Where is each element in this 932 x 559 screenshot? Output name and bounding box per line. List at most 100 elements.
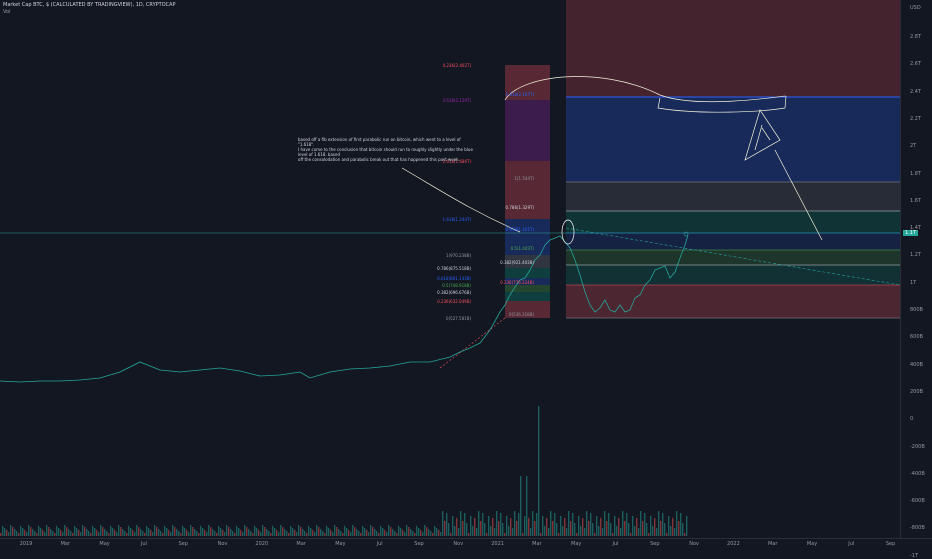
volume-bar <box>514 511 516 536</box>
volume-bar <box>250 531 252 536</box>
volume-bar <box>112 528 114 536</box>
trend-line[interactable] <box>439 317 506 369</box>
volume-bars <box>0 406 688 536</box>
volume-bar <box>656 528 658 536</box>
volume-bar <box>642 521 644 536</box>
price-tick-label: -600B <box>910 498 925 505</box>
volume-bar <box>294 530 296 536</box>
volume-bar <box>258 530 260 536</box>
volume-bar <box>636 518 638 536</box>
volume-bar <box>398 526 400 536</box>
fib-level-label: 0.618(1.161T) <box>505 227 534 232</box>
volume-bar <box>686 516 688 536</box>
volume-bar <box>70 531 72 536</box>
price-tick-label: 0 <box>910 416 914 423</box>
volume-bar <box>158 529 160 536</box>
volume-bar <box>602 528 604 536</box>
volume-bar <box>148 528 150 536</box>
price-tick-label: 1.4T <box>910 225 922 232</box>
volume-bar <box>596 516 598 536</box>
volume-bar <box>416 526 418 536</box>
volume-bar <box>680 513 682 536</box>
volume-bar <box>222 530 224 536</box>
price-tick-label: 2T <box>910 143 917 150</box>
volume-bar <box>42 530 44 536</box>
volume-bar <box>654 518 656 536</box>
volume-bar <box>12 527 14 536</box>
volume-bar <box>502 523 504 536</box>
volume-bar <box>456 518 458 536</box>
volume-bar <box>626 513 628 536</box>
volume-bar <box>568 511 570 536</box>
price-tick-label: -200B <box>910 443 925 450</box>
left-fib-extension[interactable] <box>505 65 550 318</box>
volume-bar <box>182 526 184 536</box>
volume-bar <box>430 531 432 536</box>
volume-bar <box>78 530 80 536</box>
volume-bar <box>210 527 212 536</box>
volume-bar <box>298 525 300 536</box>
currency-label[interactable]: USD <box>910 5 921 11</box>
volume-bar <box>550 511 552 536</box>
volume-bar <box>106 531 108 536</box>
volume-bar <box>600 518 602 536</box>
volume-bar <box>178 531 180 536</box>
volume-bar <box>614 516 616 536</box>
volume-bar <box>442 511 444 536</box>
volume-bar <box>352 525 354 536</box>
volume-bar <box>674 528 676 536</box>
fib-zone-teal <box>505 268 550 278</box>
volume-bar <box>214 531 216 536</box>
volume-bar <box>156 527 158 536</box>
volume-bar <box>100 525 102 536</box>
time-tick-label: Sep <box>414 541 424 547</box>
chart-pane[interactable]: Market Cap BTC, $ (CALCULATED BY TRADING… <box>0 0 900 538</box>
volume-bar <box>168 530 170 536</box>
time-tick-label: Nov <box>217 541 228 547</box>
fib-level-label: 1.618(2.167T) <box>505 92 534 97</box>
volume-bar <box>34 531 36 536</box>
volume-bar <box>646 523 648 536</box>
time-tick-label: Mar <box>532 541 542 547</box>
volume-bar <box>458 528 460 536</box>
volume-bar <box>500 513 502 536</box>
volume-bar <box>150 530 152 536</box>
time-tick-label: Jul <box>848 541 855 547</box>
freehand-bracket[interactable] <box>657 95 787 113</box>
highlight-circle[interactable] <box>561 219 575 245</box>
fib-level-label: 1(970.238B) <box>446 253 471 258</box>
text-annotation[interactable]: based off a fib extension of first parab… <box>298 137 473 162</box>
volume-bar <box>196 531 198 536</box>
volume-bar <box>226 525 228 536</box>
price-tick-label: 2.4T <box>910 88 922 95</box>
fib-zone-grey <box>566 182 900 211</box>
symbol-legend[interactable]: Market Cap BTC, $ (CALCULATED BY TRADING… <box>3 2 176 8</box>
fib-level-label: 0(536.318B) <box>509 312 534 317</box>
freehand-arc[interactable] <box>504 76 786 103</box>
volume-bar <box>278 532 280 536</box>
fib-zone-green <box>505 285 550 292</box>
volume-legend[interactable]: Vol <box>3 9 11 15</box>
time-tick-label: Nov <box>453 541 464 547</box>
volume-bar <box>402 530 404 536</box>
right-fib-extension[interactable] <box>566 0 900 319</box>
volume-bar <box>160 531 162 536</box>
trend-line[interactable] <box>565 227 900 286</box>
price-scale[interactable]: USD 2.8T 2.6T 2.4T 2.2T 2T 1.8T 1.6T 1.4T 1.2T 1T… <box>900 0 932 559</box>
fib-level-label: 0.5(748.918B) <box>442 283 471 288</box>
volume-bar <box>242 532 244 536</box>
time-scale[interactable]: 2019 Mar May Jul Sep Nov 2020 Mar May Jul Sep Nov 20… <box>0 538 932 551</box>
volume-bar <box>576 533 578 536</box>
freehand-arrow[interactable] <box>744 109 823 241</box>
marker-circle[interactable] <box>683 231 689 237</box>
volume-bar <box>84 527 86 536</box>
volume-bar <box>554 513 556 536</box>
volume-bar <box>2 526 4 536</box>
volume-bar <box>344 526 346 536</box>
time-tick-label: Nov <box>689 541 699 547</box>
chart-canvas[interactable] <box>0 0 900 538</box>
volume-bar <box>428 529 430 536</box>
volume-bar <box>280 525 282 536</box>
volume-bar <box>494 528 496 536</box>
annotation-arrow[interactable] <box>401 167 521 233</box>
